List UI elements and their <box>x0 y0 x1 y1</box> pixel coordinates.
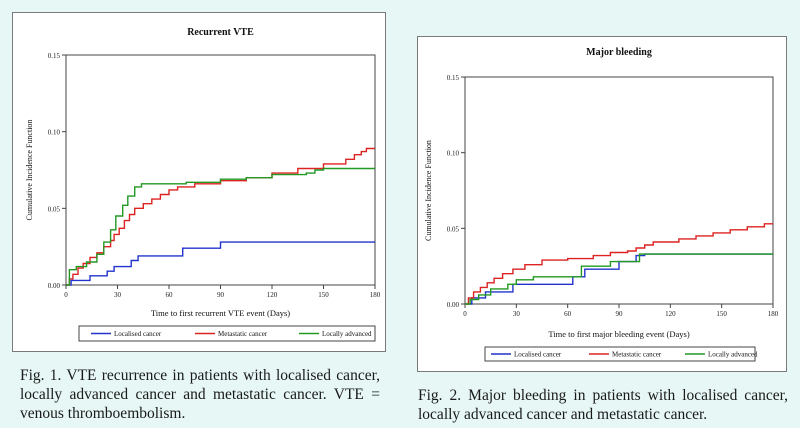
y-tick-label: 0.15 <box>447 74 460 82</box>
plot-area <box>65 54 376 286</box>
x-tick-label: 180 <box>768 310 779 318</box>
x-tick-label: 60 <box>564 310 572 318</box>
y-tick-label: 0.05 <box>48 205 61 213</box>
chart-recurrent-vte-panel: Recurrent VTE 0.00 0.05 0.10 0.15 0 30 60 90 120 1… <box>12 12 386 352</box>
chart-title: Recurrent VTE <box>187 27 254 38</box>
plot-area <box>464 76 774 305</box>
x-tick-label: 120 <box>267 291 278 299</box>
figure-1-caption: Fig. 1. VTE recurrence in patients with … <box>20 367 380 422</box>
x-tick-label: 150 <box>318 291 329 299</box>
y-tick-label: 0.10 <box>447 150 460 158</box>
series-line-locally-advanced <box>465 253 773 305</box>
legend-label: Localised cancer <box>514 351 562 359</box>
legend-label: Locally advanced <box>708 351 758 359</box>
chart-major-bleeding-panel: Major bleeding 0.00 0.05 0.10 0.15 0 30 60 90 120… <box>417 36 787 372</box>
x-axis-label: Time to first recurrent VTE event (Days) <box>151 308 290 318</box>
x-tick-label: 150 <box>716 310 727 318</box>
x-tick-label: 120 <box>665 310 676 318</box>
chart-recurrent-vte: Recurrent VTE 0.00 0.05 0.10 0.15 0 30 60 90 120 1… <box>25 27 381 342</box>
legend-label: Locally advanced <box>322 330 372 338</box>
y-axis-label: Cumulative Incidence Function <box>424 140 433 241</box>
legend-label: Localised cancer <box>114 330 162 338</box>
series-line-metastatic-cancer <box>66 147 375 286</box>
x-axis-label: Time to first major bleeding event (Days… <box>548 329 689 339</box>
legend-label: Metastatic cancer <box>218 330 268 338</box>
x-tick-label: 60 <box>166 291 174 299</box>
y-axis-label: Cumulative Incidence Function <box>25 120 34 221</box>
y-tick-label: 0.15 <box>48 52 61 60</box>
y-tick-label: 0.00 <box>447 301 460 309</box>
x-tick-label: 0 <box>64 291 68 299</box>
chart-major-bleeding: Major bleeding 0.00 0.05 0.10 0.15 0 30 60 90 120… <box>424 47 779 362</box>
legend <box>78 325 376 342</box>
y-tick-label: 0.10 <box>48 129 61 137</box>
y-tick-label: 0.05 <box>447 225 460 233</box>
legend-label: Metastatic cancer <box>612 351 662 359</box>
x-tick-label: 90 <box>616 310 624 318</box>
figure-2-caption: Fig. 2. Major bleeding in patients with … <box>418 387 788 423</box>
y-tick-label: 0.00 <box>48 282 61 290</box>
x-tick-label: 30 <box>114 291 122 299</box>
x-tick-label: 180 <box>370 291 381 299</box>
chart-title: Major bleeding <box>586 47 652 58</box>
series-line-locally-advanced <box>66 167 375 286</box>
x-tick-label: 90 <box>217 291 225 299</box>
x-tick-label: 0 <box>463 310 467 318</box>
legend <box>484 346 756 362</box>
x-tick-label: 30 <box>513 310 521 318</box>
series-line-metastatic-cancer <box>465 223 773 305</box>
series-line-localised-cancer <box>66 241 375 286</box>
